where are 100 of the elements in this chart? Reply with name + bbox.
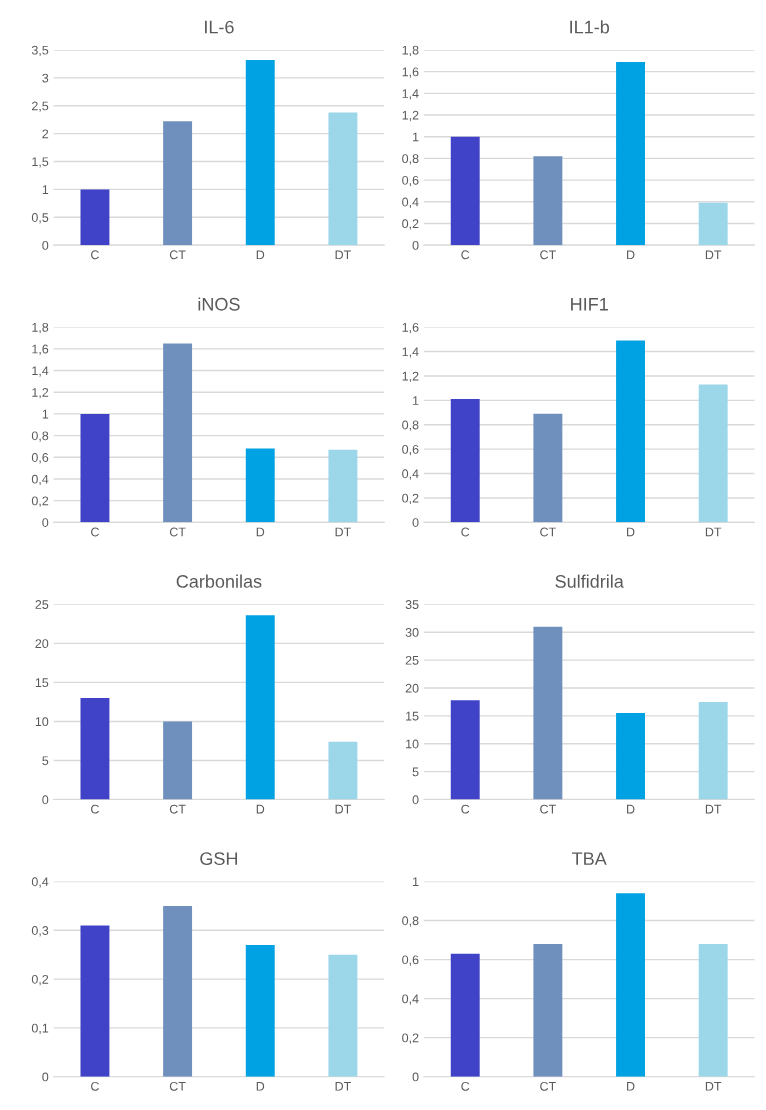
x-tick-label: D	[627, 250, 635, 260]
chart-title: IL-6	[205, 20, 234, 34]
y-tick-label: 30	[405, 628, 419, 637]
y-tick-label: 0	[42, 795, 49, 805]
x-tick-label: C	[91, 250, 99, 260]
bar	[616, 340, 645, 523]
x-tick-label: D	[627, 527, 635, 537]
y-tick-label: 25	[405, 655, 419, 665]
y-tick-label: 3,5	[31, 45, 49, 57]
y-tick-label: 0,3	[31, 926, 49, 937]
y-tick-label: 1,2	[32, 388, 49, 399]
y-tick-label: 1,4	[32, 366, 49, 377]
x-tick-label: CT	[540, 1081, 556, 1091]
y-tick-label: 0,6	[402, 175, 419, 187]
y-tick-label: 0	[42, 240, 49, 250]
bar	[328, 112, 358, 246]
bar	[698, 202, 728, 246]
bar	[245, 944, 275, 1077]
bar	[245, 59, 275, 246]
y-tick-label: 0	[412, 795, 419, 805]
bar	[163, 721, 193, 800]
chart-title: HIF1	[571, 298, 608, 311]
y-tick-label: 0,4	[31, 474, 49, 486]
bar	[80, 413, 110, 523]
y-tick-label: 1,4	[402, 347, 419, 358]
y-tick-label: 0,8	[31, 431, 49, 442]
y-tick-label: 2,5	[32, 101, 49, 112]
y-tick-label: 0,5	[31, 213, 49, 224]
y-tick-label: 20	[35, 639, 49, 649]
chart-title: Carbonilas	[176, 574, 262, 588]
y-tick-label: 2	[42, 129, 49, 139]
bar	[328, 954, 358, 1077]
y-tick-label: 1,4	[402, 89, 419, 100]
x-tick-label: DT	[335, 250, 351, 260]
x-tick-label: DT	[335, 1082, 351, 1091]
y-tick-label: 0	[42, 518, 49, 527]
y-tick-label: 15	[35, 678, 49, 688]
bar	[698, 384, 728, 523]
x-tick-label: C	[461, 527, 470, 537]
bar	[616, 893, 645, 1077]
y-tick-label: 0,4	[402, 994, 419, 1005]
bar	[698, 701, 728, 800]
y-tick-label: 1	[413, 132, 419, 142]
bar	[328, 741, 358, 800]
y-tick-label: 0,8	[402, 154, 419, 165]
x-tick-label: DT	[335, 527, 351, 537]
bar	[533, 626, 563, 800]
y-tick-label: 1	[42, 409, 49, 419]
x-tick-label: C	[91, 804, 99, 814]
y-tick-label: 35	[405, 600, 419, 609]
y-tick-label: 0,8	[402, 420, 419, 431]
y-tick-label: 0	[412, 1072, 419, 1082]
y-tick-label: 0,4	[402, 469, 419, 480]
x-tick-label: DT	[335, 804, 351, 814]
y-tick-label: 0,2	[402, 1033, 419, 1044]
bar	[245, 615, 275, 800]
x-tick-label: CT	[169, 1081, 186, 1091]
x-tick-label: CT	[169, 250, 186, 260]
bar	[328, 449, 358, 523]
bar	[533, 156, 563, 246]
bar	[533, 943, 563, 1077]
y-tick-label: 0,2	[31, 496, 49, 507]
bar	[616, 713, 645, 800]
bar	[533, 413, 563, 523]
bar	[616, 61, 645, 246]
bar	[450, 700, 480, 800]
y-tick-label: 1,8	[402, 45, 419, 57]
x-tick-label: CT	[540, 804, 556, 814]
chart-title: iNOS	[198, 297, 240, 311]
x-tick-label: D	[256, 804, 265, 814]
y-tick-label: 5	[412, 767, 419, 777]
y-tick-label: 0,6	[402, 955, 419, 966]
y-tick-label: 1	[413, 877, 419, 887]
x-tick-label: C	[91, 527, 99, 537]
y-tick-label: 1	[413, 396, 419, 405]
bar	[245, 448, 275, 523]
x-tick-label: D	[627, 1082, 635, 1091]
y-tick-label: 0,4	[402, 197, 419, 208]
chart-title: Sulfidrila	[555, 574, 624, 588]
y-tick-label: 25	[35, 600, 49, 609]
y-tick-label: 1	[42, 185, 49, 194]
y-tick-label: 1,8	[32, 322, 49, 334]
y-tick-label: 0,6	[31, 453, 49, 464]
y-tick-label: 1,5	[32, 157, 49, 168]
y-tick-label: 0	[412, 240, 419, 250]
y-tick-label: 1,6	[32, 344, 49, 355]
y-tick-label: 0,8	[402, 916, 419, 927]
chart-title: IL1-b	[570, 20, 610, 34]
bar	[450, 399, 480, 523]
bar	[80, 698, 110, 800]
y-tick-label: 0,6	[402, 444, 419, 456]
bar	[163, 121, 193, 246]
y-tick-label: 1,6	[402, 67, 419, 78]
x-tick-label: DT	[705, 527, 722, 537]
chart-title: TBA	[572, 852, 607, 865]
x-tick-label: CT	[169, 804, 186, 814]
bar	[80, 925, 110, 1077]
y-tick-label: 0	[412, 518, 419, 527]
x-tick-label: CT	[540, 527, 556, 537]
x-tick-label: CT	[169, 527, 186, 537]
